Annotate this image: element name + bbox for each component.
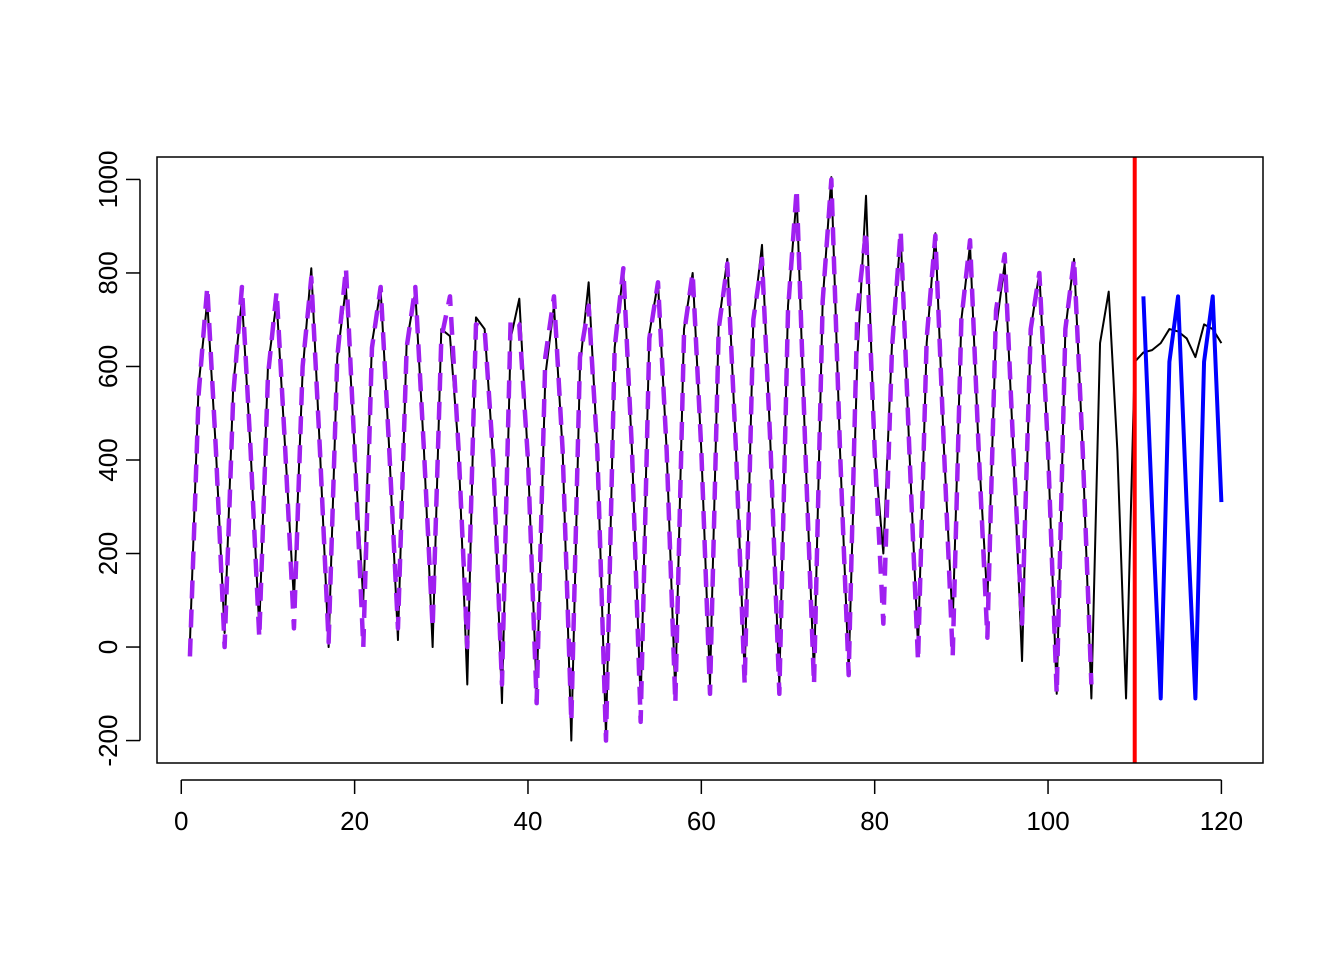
plot-frame [156, 156, 1264, 764]
y-tick-label: 800 [93, 251, 123, 294]
x-tick-label: 0 [174, 806, 188, 836]
x-tick-label: 20 [340, 806, 369, 836]
y-axis: -200 0 200 400 600 800 1000 [93, 151, 141, 767]
series-line-1 [188, 176, 1223, 742]
series-line-3 [1141, 294, 1224, 701]
y-tick-label: 600 [93, 345, 123, 388]
y-tick-label: 1000 [93, 151, 123, 209]
plot-area [187, 157, 1224, 763]
x-tick-label: 120 [1200, 806, 1243, 836]
x-tick-label: 80 [860, 806, 889, 836]
y-tick-label: -200 [93, 715, 123, 767]
y-tick-label: 400 [93, 438, 123, 481]
y-tick-label: 200 [93, 532, 123, 575]
y-tick-label: 0 [93, 640, 123, 654]
x-tick-label: 100 [1026, 806, 1069, 836]
x-axis: 0 20 40 60 80 100 120 [174, 779, 1243, 836]
x-tick-label: 60 [687, 806, 716, 836]
x-tick-label: 40 [514, 806, 543, 836]
series-line-2 [187, 177, 1094, 743]
